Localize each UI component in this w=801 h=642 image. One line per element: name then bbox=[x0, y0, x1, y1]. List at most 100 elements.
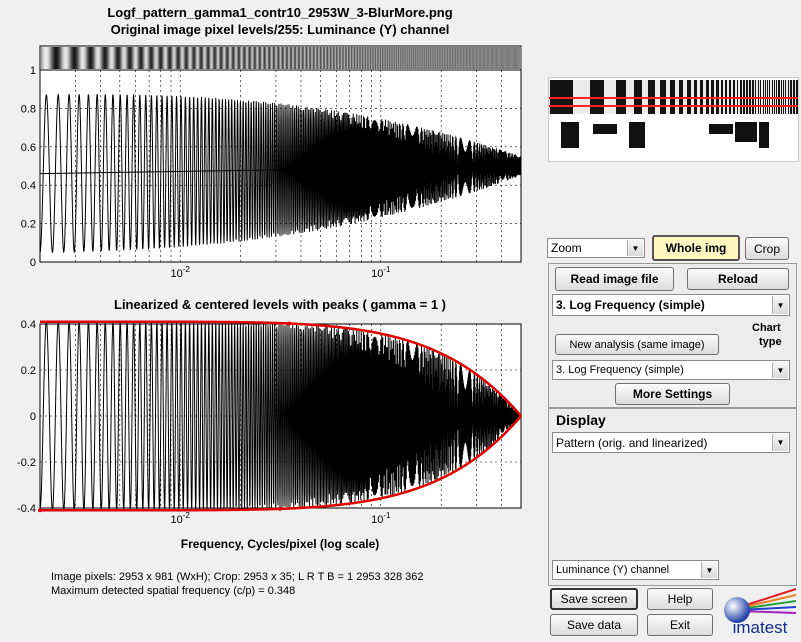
pattern-strip-column bbox=[236, 47, 238, 69]
pattern-strip-column bbox=[61, 47, 63, 69]
pattern-strip-column bbox=[112, 47, 114, 69]
save-screen-button[interactable]: Save screen bbox=[550, 588, 638, 610]
pattern-strip-column bbox=[396, 47, 398, 69]
pattern-strip-column bbox=[461, 47, 463, 69]
chart-type-select[interactable]: 3. Log Frequency (simple) ▼ bbox=[552, 360, 790, 380]
pattern-strip-column bbox=[130, 47, 132, 69]
pattern-strip-column bbox=[379, 47, 381, 69]
y-tick-label: 0.4 bbox=[21, 180, 36, 192]
pattern-strip-column bbox=[142, 47, 144, 69]
pattern-strip-column bbox=[471, 47, 473, 69]
thumbnail-block bbox=[759, 122, 769, 148]
pattern-strip-column bbox=[436, 47, 438, 69]
reload-button[interactable]: Reload bbox=[687, 268, 789, 290]
pattern-strip-column bbox=[229, 47, 231, 69]
image-thumbnail[interactable] bbox=[548, 77, 799, 162]
chart1-mean-line bbox=[39, 165, 522, 175]
pattern-strip-column bbox=[89, 47, 91, 69]
crop-button[interactable]: Crop bbox=[745, 237, 789, 260]
pattern-strip-column bbox=[176, 47, 178, 69]
imatest-logo[interactable]: imatest bbox=[720, 587, 799, 637]
pattern-strip-column bbox=[315, 47, 317, 69]
pattern-strip-column bbox=[248, 47, 250, 69]
pattern-strip-column bbox=[102, 47, 104, 69]
pattern-strip-column bbox=[442, 47, 444, 69]
channel-select[interactable]: Luminance (Y) channel ▼ bbox=[552, 560, 719, 580]
thumbnail-block bbox=[735, 122, 757, 142]
pattern-strip-column bbox=[417, 47, 419, 69]
pattern-strip-column bbox=[457, 47, 459, 69]
pattern-strip-column bbox=[339, 47, 341, 69]
pattern-strip-column bbox=[298, 47, 300, 69]
pattern-strip-column bbox=[443, 47, 445, 69]
pattern-strip-column bbox=[65, 47, 67, 69]
pattern-strip-column bbox=[501, 47, 503, 69]
pattern-strip-column bbox=[241, 47, 243, 69]
zoom-select[interactable]: Zoom ▼ bbox=[547, 238, 645, 258]
pattern-strip-column bbox=[43, 47, 45, 69]
pattern-strip-column bbox=[319, 47, 321, 69]
exit-button[interactable]: Exit bbox=[647, 614, 713, 636]
pattern-strip-column bbox=[119, 47, 121, 69]
pattern-strip-column bbox=[326, 47, 328, 69]
display-select[interactable]: Pattern (orig. and linearized) ▼ bbox=[552, 432, 790, 453]
chart-select[interactable]: 3. Log Frequency (simple) ▼ bbox=[552, 294, 790, 316]
pattern-strip-column bbox=[68, 47, 70, 69]
pattern-strip-column bbox=[156, 47, 158, 69]
pattern-strip-column bbox=[80, 47, 82, 69]
pattern-strip-column bbox=[45, 47, 47, 69]
pattern-strip-column bbox=[137, 47, 139, 69]
more-settings-button[interactable]: More Settings bbox=[615, 383, 730, 405]
pattern-strip-column bbox=[423, 47, 425, 69]
pattern-strip-column bbox=[139, 47, 141, 69]
read-image-file-button[interactable]: Read image file bbox=[555, 267, 674, 291]
chevron-down-icon: ▼ bbox=[627, 240, 643, 256]
pattern-strip-column bbox=[129, 47, 131, 69]
pattern-strip-column bbox=[483, 47, 485, 69]
pattern-strip-column bbox=[281, 47, 283, 69]
whole-img-button[interactable]: Whole img bbox=[652, 235, 740, 261]
pattern-strip-column bbox=[75, 47, 77, 69]
save-data-button[interactable]: Save data bbox=[550, 614, 638, 636]
pattern-strip-column bbox=[480, 47, 482, 69]
new-analysis-button[interactable]: New analysis (same image) bbox=[555, 334, 719, 355]
pattern-strip-column bbox=[432, 47, 434, 69]
chart2-peak-envelope-upper bbox=[40, 320, 522, 417]
pattern-strip-column bbox=[113, 47, 115, 69]
pattern-strip-column bbox=[506, 47, 508, 69]
x-tick-exponent: -2 bbox=[183, 511, 191, 520]
pattern-strip-column bbox=[485, 47, 487, 69]
pattern-strip-column bbox=[429, 47, 431, 69]
pattern-strip-column bbox=[493, 47, 495, 69]
pattern-strip-column bbox=[327, 47, 329, 69]
pattern-strip-column bbox=[350, 47, 352, 69]
pattern-strip-column bbox=[124, 47, 126, 69]
pattern-strip-column bbox=[378, 47, 380, 69]
pattern-strip-column bbox=[293, 47, 295, 69]
pattern-strip-column bbox=[508, 47, 510, 69]
pattern-strip-column bbox=[262, 47, 264, 69]
pattern-strip-column bbox=[304, 47, 306, 69]
help-button[interactable]: Help bbox=[647, 588, 713, 610]
pattern-strip-column bbox=[406, 47, 408, 69]
pattern-strip-column bbox=[398, 47, 400, 69]
pattern-strip-column bbox=[283, 47, 285, 69]
pattern-strip-column bbox=[212, 47, 214, 69]
pattern-strip-column bbox=[122, 47, 124, 69]
pattern-strip-column bbox=[101, 47, 103, 69]
pattern-strip-column bbox=[193, 47, 195, 69]
pattern-strip-column bbox=[107, 47, 109, 69]
pattern-strip-column bbox=[312, 47, 314, 69]
pattern-strip-column bbox=[440, 47, 442, 69]
pattern-strip-column bbox=[344, 47, 346, 69]
pattern-strip-column bbox=[488, 47, 490, 69]
pattern-strip-column bbox=[215, 47, 217, 69]
pattern-strip-column bbox=[444, 47, 446, 69]
pattern-strip-column bbox=[308, 47, 310, 69]
x-axis-label: Frequency, Cycles/pixel (log scale) bbox=[180, 537, 380, 551]
pattern-strip-column bbox=[151, 47, 153, 69]
pattern-strip-column bbox=[341, 47, 343, 69]
pattern-strip-column bbox=[76, 47, 78, 69]
pattern-strip-column bbox=[407, 47, 409, 69]
